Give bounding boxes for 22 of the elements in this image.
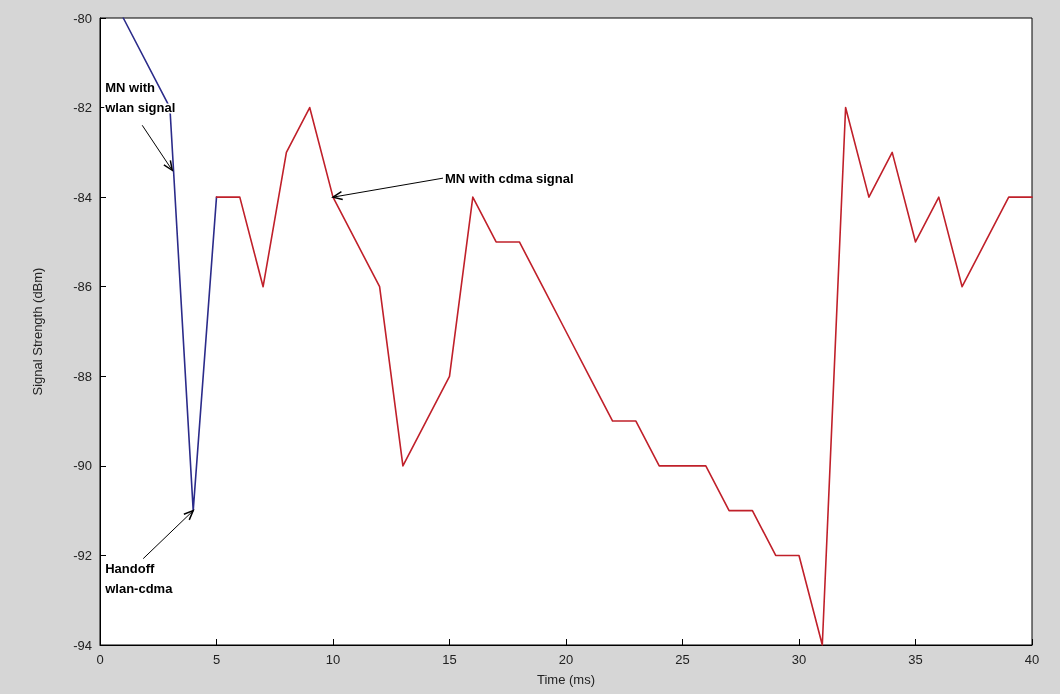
x-tick-label: 20 [558,652,574,667]
x-axis-title: Time (ms) [536,672,596,687]
y-tick-label: -94 [73,637,92,653]
x-tick-label: 0 [96,652,104,667]
x-tick-label: 30 [791,652,807,667]
y-tick-label: -88 [73,368,92,384]
x-tick-label: 5 [212,652,221,667]
x-tick-label: 40 [1024,652,1040,667]
y-tick-label: -86 [73,279,92,295]
y-tick-label: -92 [73,547,92,563]
y-tick-label: -82 [73,100,92,116]
y-tick-label: -80 [73,10,92,26]
annotation: MN with cdma signal [445,171,574,187]
y-axis-title: Signal Strength (dBm) [30,267,45,396]
x-tick-label: 25 [675,652,690,667]
line-series [215,106,1033,646]
x-tick-label: 10 [325,652,341,667]
annotation: Handoff wlan-cdma [104,560,174,596]
x-tick-label: 35 [908,652,923,667]
y-tick-label: -90 [73,458,92,474]
x-tick-label: 15 [442,652,457,667]
y-tick-label: -84 [73,189,92,205]
